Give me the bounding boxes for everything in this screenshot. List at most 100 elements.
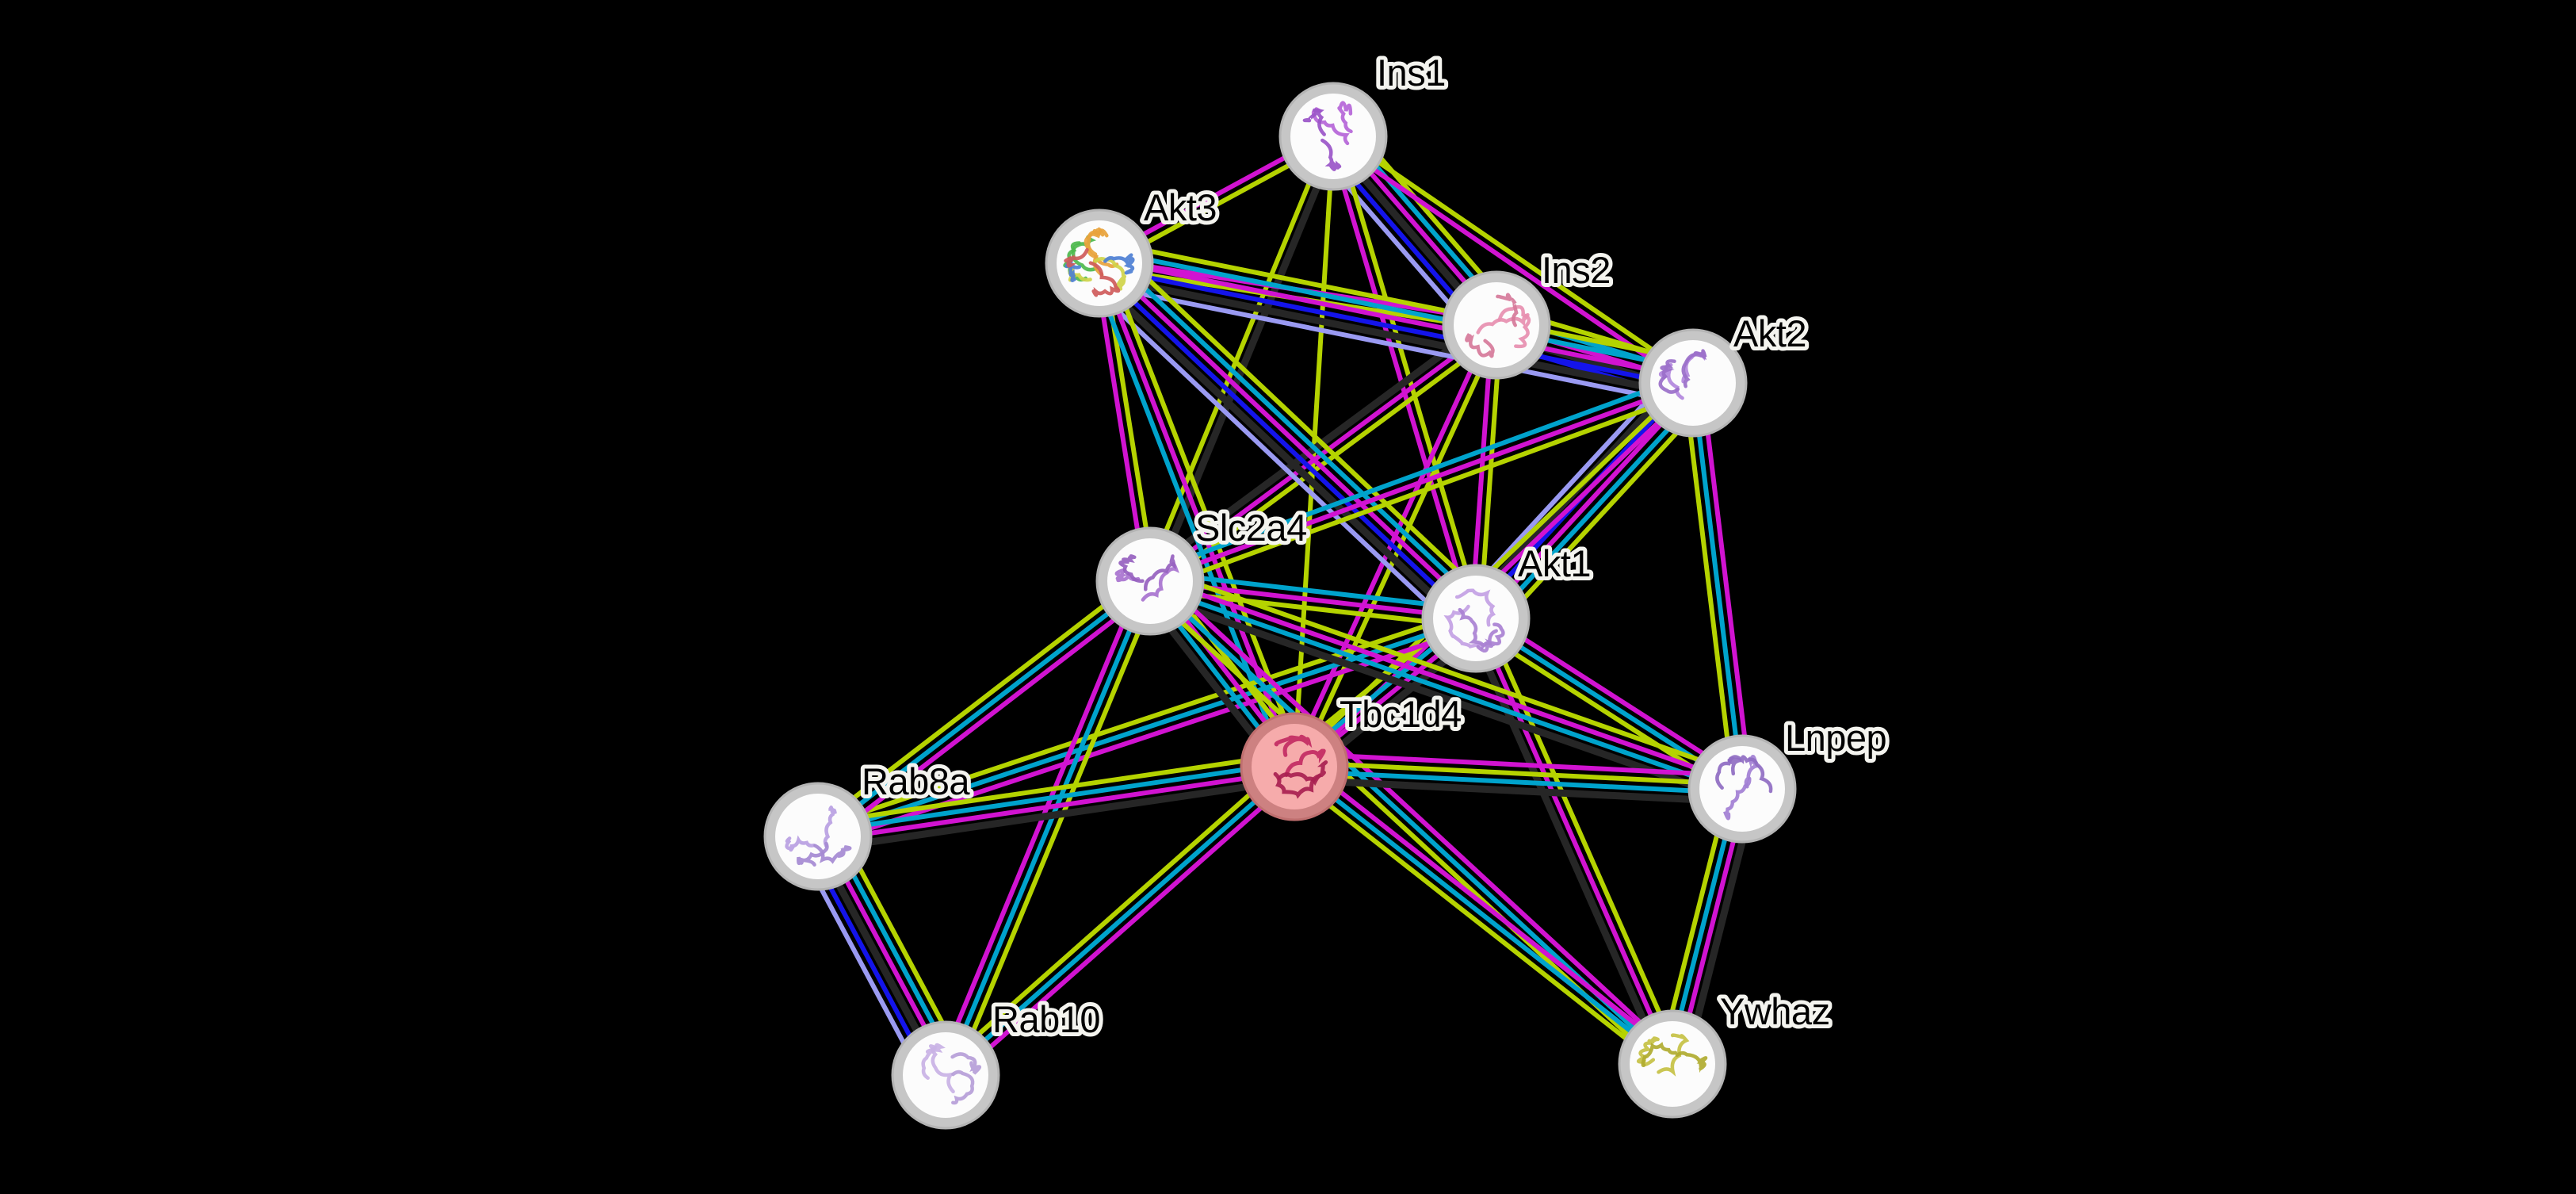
protein-structure-icon xyxy=(1273,734,1328,799)
node-body[interactable] xyxy=(1433,576,1519,661)
edge-Slc2a4-Rab10[interactable] xyxy=(935,576,1160,1080)
edge-line-experiments[interactable] xyxy=(1294,751,1743,779)
edge-line-databases[interactable] xyxy=(816,579,1152,839)
node-label-Tbc1d4: Tbc1d4 xyxy=(1340,693,1462,735)
protein-structure-icon xyxy=(1658,349,1707,400)
edge-line-experiments[interactable] xyxy=(950,771,1302,1084)
edge-line-databases[interactable] xyxy=(1106,251,1487,611)
edge-line-textmining[interactable] xyxy=(1103,239,1699,364)
edge-line-textmining[interactable] xyxy=(1112,245,1492,605)
node-label-Akt2: Akt2 xyxy=(1733,312,1806,354)
edge-line-databases[interactable] xyxy=(1294,768,1742,796)
edge-Akt2-Lnpep[interactable] xyxy=(1682,381,1753,790)
edge-line-databases[interactable] xyxy=(1146,372,1691,576)
node-label-Rab8a: Rab8a xyxy=(862,760,970,802)
edge-line-cooccurrence[interactable] xyxy=(1095,264,1475,624)
edge-line-databases[interactable] xyxy=(1101,247,1696,373)
edge-Tbc1d4-Lnpep[interactable] xyxy=(1293,751,1743,806)
edge-line-textmining[interactable] xyxy=(1153,566,1748,779)
node-label-Rab10: Rab10 xyxy=(992,998,1100,1040)
edge-line-coexpression[interactable] xyxy=(1087,270,1470,631)
edge-line-experiments[interactable] xyxy=(1298,757,1680,1059)
edge-line-experiments[interactable] xyxy=(935,576,1145,1073)
node-body[interactable] xyxy=(1252,724,1337,809)
node-label-Slc2a4: Slc2a4 xyxy=(1195,507,1307,549)
node-Ywhaz[interactable] xyxy=(1618,1009,1727,1119)
node-label-Ywhaz: Ywhaz xyxy=(1720,990,1830,1032)
edge-line-coexpression[interactable] xyxy=(1293,775,1742,806)
protein-structure-icon xyxy=(1063,227,1135,297)
edge-line-coexpression[interactable] xyxy=(1464,620,1668,1070)
edge-line-databases[interactable] xyxy=(1150,570,1477,613)
protein-structure-icon xyxy=(921,1043,982,1105)
protein-structure-icon xyxy=(1302,101,1353,171)
edge-line-coexpression[interactable] xyxy=(819,775,1298,853)
node-Slc2a4[interactable] xyxy=(1095,526,1205,636)
node-Rab10[interactable] xyxy=(891,1020,1000,1130)
edge-line-textmining[interactable] xyxy=(1490,396,1711,635)
node-label-Akt1: Akt1 xyxy=(1518,542,1591,584)
edge-line-databases[interactable] xyxy=(943,580,1152,1077)
edge-Akt3-Akt2[interactable] xyxy=(1094,239,1699,407)
edge-line-experiments[interactable] xyxy=(821,586,1157,846)
edge-line-databases[interactable] xyxy=(816,760,1294,835)
edge-line-textmining[interactable] xyxy=(1682,383,1737,790)
edge-Tbc1d4-Rab8a[interactable] xyxy=(816,751,1298,853)
edge-line-textmining[interactable] xyxy=(1287,771,1669,1073)
edge-Akt2-Slc2a4[interactable] xyxy=(1146,372,1697,592)
edge-line-databases[interactable] xyxy=(944,764,1296,1077)
edge-line-experiments[interactable] xyxy=(1148,381,1695,584)
edge-line-homology[interactable] xyxy=(1083,277,1463,637)
edge-line-textmining[interactable] xyxy=(811,572,1147,832)
edge-line-experiments[interactable] xyxy=(818,768,1296,844)
edge-line-cooccurrence[interactable] xyxy=(1098,265,1693,390)
edge-line-homology[interactable] xyxy=(1094,282,1690,407)
node-Rab8a[interactable] xyxy=(763,782,873,891)
protein-structure-icon xyxy=(1114,554,1179,602)
edge-line-coexpression[interactable] xyxy=(1095,272,1691,400)
node-Akt1[interactable] xyxy=(1421,564,1531,673)
edge-line-textmining[interactable] xyxy=(1481,614,1683,1062)
edge-line-textmining[interactable] xyxy=(1296,326,1503,770)
edge-line-coexpression[interactable] xyxy=(1145,590,1740,805)
edge-line-experiments[interactable] xyxy=(1100,258,1481,618)
edge-line-experiments[interactable] xyxy=(1326,136,1474,621)
edge-line-databases[interactable] xyxy=(1483,390,1705,630)
edge-line-textmining[interactable] xyxy=(938,758,1290,1071)
node-Ins2[interactable] xyxy=(1442,270,1551,380)
edge-line-textmining[interactable] xyxy=(1334,130,1697,381)
node-label-Ins1: Ins1 xyxy=(1377,52,1446,94)
edge-line-experiments[interactable] xyxy=(1150,574,1745,787)
edge-Akt3-Akt1[interactable] xyxy=(1083,245,1492,637)
node-label-Ins2: Ins2 xyxy=(1542,249,1611,291)
edge-Slc2a4-Lnpep[interactable] xyxy=(1145,566,1748,805)
edge-Tbc1d4-Ywhaz[interactable] xyxy=(1287,757,1680,1073)
edge-line-textmining[interactable] xyxy=(951,584,1160,1080)
node-Tbc1d4[interactable] xyxy=(1240,712,1349,821)
protein-structure-icon xyxy=(1465,293,1531,358)
edge-line-textmining[interactable] xyxy=(1152,388,1697,592)
node-body[interactable] xyxy=(1650,340,1736,426)
node-Ins1[interactable] xyxy=(1278,82,1388,191)
node-label-Lnpep: Lnpep xyxy=(1785,717,1886,759)
edge-line-textmining[interactable] xyxy=(814,607,1474,831)
edge-Slc2a4-Rab8a[interactable] xyxy=(811,572,1157,846)
edge-line-databases[interactable] xyxy=(1691,382,1745,790)
node-body[interactable] xyxy=(775,794,861,879)
edge-line-textmining[interactable] xyxy=(1294,760,1743,787)
protein-structure-icon xyxy=(785,806,852,867)
edge-line-databases[interactable] xyxy=(1148,583,1742,796)
edge-line-databases[interactable] xyxy=(1293,764,1674,1066)
protein-structure-icon xyxy=(1715,755,1773,821)
edge-Tbc1d4-Rab10[interactable] xyxy=(938,758,1302,1084)
node-Akt3[interactable] xyxy=(1045,209,1154,318)
protein-structure-icon xyxy=(1636,1033,1708,1077)
node-Akt2[interactable] xyxy=(1638,328,1748,438)
edge-line-experiments[interactable] xyxy=(1099,256,1695,381)
edge-line-experiments[interactable] xyxy=(1699,381,1753,789)
edge-line-textmining[interactable] xyxy=(1144,133,1332,581)
edge-line-textmining[interactable] xyxy=(816,751,1294,826)
node-Lnpep[interactable] xyxy=(1687,734,1797,844)
edge-line-experiments[interactable] xyxy=(1154,572,1680,1060)
